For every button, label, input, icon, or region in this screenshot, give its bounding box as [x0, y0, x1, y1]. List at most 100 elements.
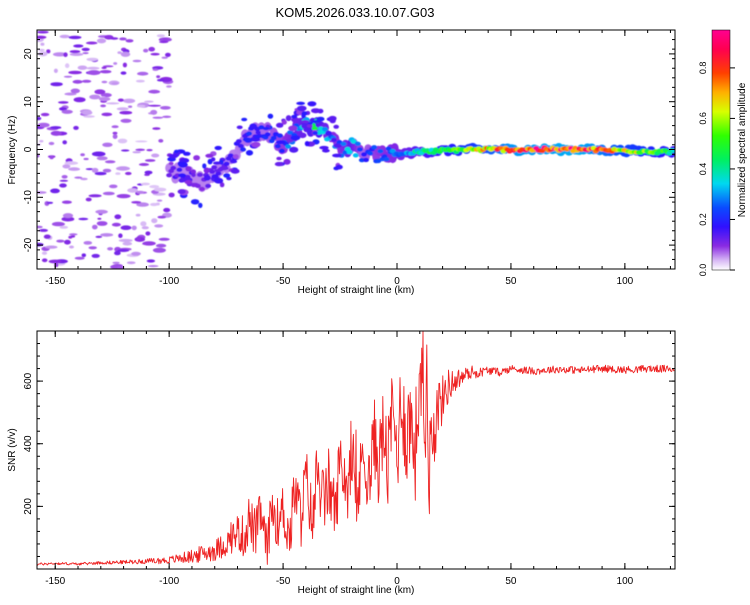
spectrogram-cell — [120, 118, 132, 123]
spectrogram-cell — [311, 126, 318, 131]
spectrogram-cell — [312, 131, 319, 135]
colorbar: 0.0 0.2 0.4 0.6 0.8 Normalized spectral ampl… — [698, 29, 748, 276]
spectrogram-cell — [50, 188, 60, 194]
spectrogram-cell — [117, 138, 128, 144]
spectrogram-cell — [136, 202, 149, 207]
spectrogram-cell — [276, 156, 282, 161]
x-tick-label: 100 — [617, 276, 634, 287]
spectrogram-cell — [126, 261, 136, 265]
spectrogram-cell — [148, 89, 161, 94]
spectrogram-cell — [127, 188, 138, 193]
spectrogram-cell — [63, 52, 68, 57]
spectrogram-cell — [41, 251, 48, 255]
spectrogram-cell — [322, 148, 330, 153]
spectrogram-cell — [300, 120, 310, 124]
spectrogram-cell — [158, 139, 164, 143]
spectrogram-cell — [322, 127, 328, 132]
spectrogram-cell — [150, 109, 158, 115]
spectrogram-cell — [198, 202, 203, 208]
spectrogram-cell — [120, 71, 127, 75]
spectrogram-cell — [125, 39, 134, 43]
spectrogram-cell — [146, 149, 153, 152]
x-tick-label: -150 — [45, 576, 65, 587]
spectrogram-cell — [110, 37, 119, 40]
spectrogram-cell — [102, 65, 114, 68]
spectrogram-cell — [144, 170, 153, 175]
spectrogram-cell — [194, 183, 201, 188]
spectrogram-cell — [39, 228, 48, 232]
spectrogram-cell — [333, 124, 340, 129]
spectrogram-cell — [100, 93, 112, 98]
spectrogram-cell — [176, 167, 183, 172]
spectrogram-cell — [153, 187, 167, 192]
spectrogram-cell — [112, 134, 118, 139]
spectrogram-cell — [101, 112, 113, 117]
x-tick-label: 0 — [394, 276, 400, 287]
spectrogram-cell — [80, 153, 85, 157]
spectrogram-cell — [136, 190, 145, 194]
spectrogram-cell — [64, 92, 77, 96]
spectrogram-cell — [135, 140, 148, 143]
spectrogram-cell — [101, 66, 107, 69]
spectrogram-cell — [152, 116, 164, 119]
y-tick-label: -10 — [23, 190, 34, 205]
spectrogram-cell — [48, 141, 55, 146]
spectrogram-cell — [246, 131, 253, 136]
spectrogram-cell — [199, 186, 205, 192]
spectrogram-cell — [70, 88, 81, 94]
spectrogram-cell — [52, 52, 67, 57]
spectrogram-cell — [184, 180, 193, 185]
spectrogram-cell — [253, 134, 262, 139]
spectrogram-cell — [123, 98, 136, 104]
spectrogram-cell — [283, 158, 291, 165]
spectrogram-cell — [180, 158, 190, 163]
spectrogram-xlabel: Height of straight line (km) — [298, 285, 415, 296]
spectrogram-cell — [37, 191, 47, 194]
spectrogram-cell — [40, 42, 45, 46]
x-tick-label: -100 — [159, 276, 179, 287]
spectrogram-cell — [119, 37, 127, 41]
spectrogram-cell — [141, 226, 149, 230]
spectrogram-cell — [178, 173, 187, 178]
spectrogram-cell — [117, 265, 124, 269]
spectrogram-cell — [96, 38, 107, 44]
spectrogram-cell — [59, 183, 67, 188]
spectrogram-cell — [383, 157, 390, 162]
spectrogram-cell — [104, 160, 116, 164]
spectrogram-cell — [136, 236, 141, 241]
spectrogram-cell — [51, 221, 65, 227]
x-tick-label: -50 — [276, 276, 291, 287]
spectrogram-cell — [168, 161, 174, 166]
x-tick-label: -150 — [45, 276, 65, 287]
spectrogram-cell — [88, 246, 97, 250]
spectrogram-cell — [41, 258, 48, 263]
spectrogram-cell — [131, 225, 137, 231]
spectrogram-cell — [205, 183, 212, 189]
spectrogram-cell — [346, 149, 353, 155]
x-tick-label: 0 — [394, 576, 400, 587]
spectrogram-cell — [331, 137, 337, 142]
spectrogram-cell — [276, 122, 284, 128]
spectrogram-cell — [49, 155, 54, 160]
spectrogram-cell — [218, 166, 229, 171]
spectrogram-cell — [301, 113, 306, 119]
spectrogram-cell — [131, 201, 142, 204]
spectrogram-cell — [111, 222, 121, 227]
spectrogram-cell — [59, 107, 67, 111]
x-tick-label: 50 — [505, 576, 517, 587]
spectrogram-cell — [155, 243, 167, 248]
spectrogram-cell — [159, 40, 169, 44]
snr-series-line — [37, 331, 675, 566]
spectrogram-cell — [291, 114, 298, 119]
spectrogram-cell — [73, 125, 79, 130]
spectrogram-cell — [340, 141, 347, 147]
spectrogram-cell — [69, 245, 74, 249]
spectrogram-cell — [50, 126, 62, 130]
spectrogram-cell — [223, 161, 230, 166]
spectrogram-cell — [83, 115, 95, 118]
spectrogram-cell — [116, 166, 130, 171]
spectrogram-cell — [81, 47, 90, 52]
spectrogram-cell — [298, 132, 307, 139]
spectrogram-cell — [202, 163, 207, 169]
